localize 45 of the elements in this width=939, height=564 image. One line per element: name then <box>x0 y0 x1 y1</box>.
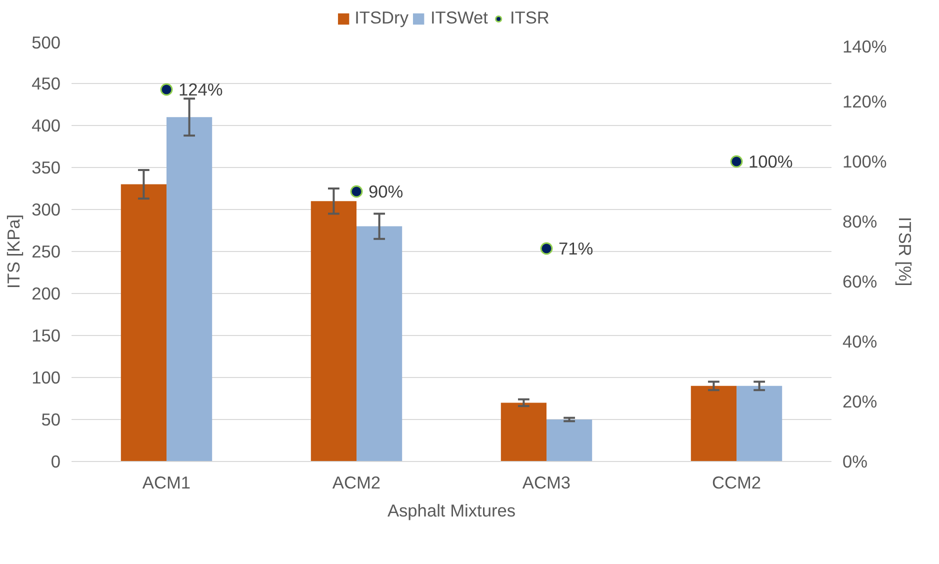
bar <box>546 420 592 462</box>
y2-tick-label: 120% <box>842 92 887 112</box>
legend-label: ITSDry <box>354 8 408 28</box>
bar <box>690 386 736 462</box>
y-axis-title: ITS [KPa] <box>4 214 24 289</box>
x-axis-title: Asphalt Mixtures <box>387 500 516 520</box>
y-tick-label: 350 <box>32 158 61 178</box>
bar <box>166 117 212 462</box>
x-tick-label: ACM1 <box>142 472 191 492</box>
y-tick-label: 400 <box>32 116 61 136</box>
legend-label: ITSWet <box>430 8 488 28</box>
bar <box>120 184 166 462</box>
y2-tick-label: 140% <box>842 36 887 56</box>
bar <box>356 226 402 462</box>
point <box>540 242 553 255</box>
y-tick-label: 300 <box>32 200 61 220</box>
y-tick-label: 500 <box>32 32 61 52</box>
data-label: 100% <box>748 152 793 172</box>
point <box>350 185 363 198</box>
y-tick-label: 450 <box>32 74 61 94</box>
y-tick-label: 50 <box>41 410 61 430</box>
y-tick-label: 100 <box>32 368 61 388</box>
y-tick-label: 150 <box>32 326 61 346</box>
data-label: 90% <box>368 182 404 202</box>
x-tick-label: ACM3 <box>522 472 571 492</box>
bar <box>500 402 546 462</box>
bar <box>310 201 356 462</box>
x-tick-label: CCM2 <box>712 472 762 492</box>
data-label: 124% <box>178 80 223 100</box>
point <box>730 155 743 168</box>
y2-tick-label: 20% <box>842 392 878 412</box>
y-tick-label: 0 <box>50 452 61 472</box>
y2-tick-label: 80% <box>842 212 878 232</box>
x-tick-label: ACM2 <box>332 472 381 492</box>
legend-label: ITSR <box>510 8 550 28</box>
y2-axis-title: ITSR [%] <box>894 216 915 286</box>
y2-tick-label: 0% <box>842 452 868 472</box>
y-tick-label: 250 <box>32 242 61 262</box>
data-label: 71% <box>558 238 594 258</box>
y2-tick-label: 60% <box>842 272 878 292</box>
point <box>160 83 173 96</box>
bar <box>736 386 782 462</box>
y2-tick-label: 100% <box>842 152 887 172</box>
y2-tick-label: 40% <box>842 332 878 352</box>
y-tick-label: 200 <box>32 284 61 304</box>
